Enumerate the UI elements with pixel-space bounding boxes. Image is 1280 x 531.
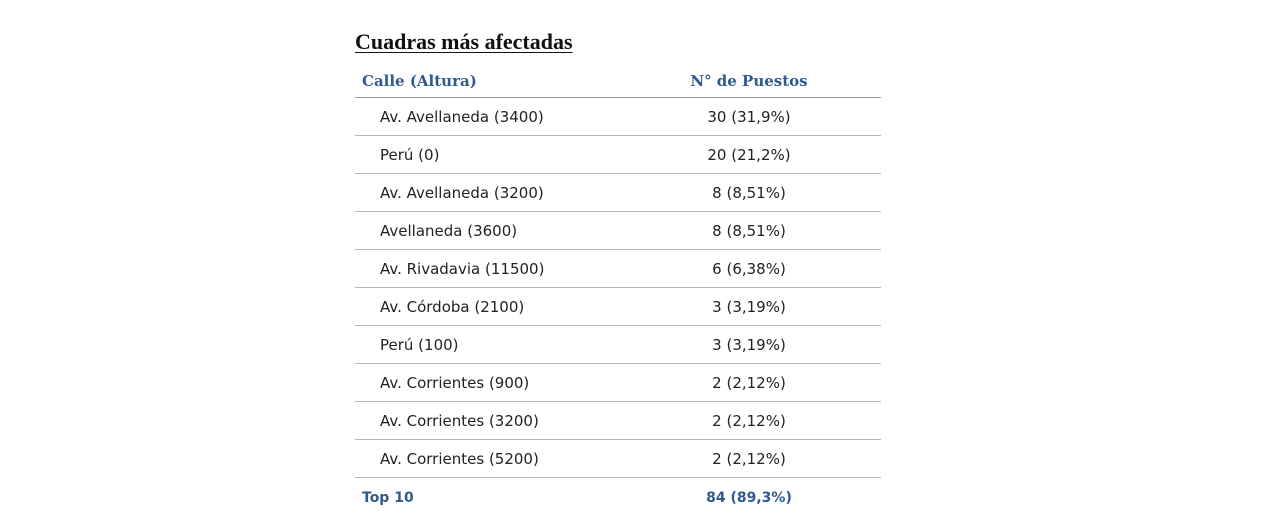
table-row: Perú (0) 20 (21,2%)	[355, 135, 881, 174]
cell-calle: Perú (100)	[355, 325, 617, 364]
affected-blocks-table: Calle (Altura) N° de Puestos Av. Avellan…	[355, 64, 881, 518]
column-header-puestos: N° de Puestos	[617, 64, 881, 98]
table-section: Cuadras más afectadas Calle (Altura) N° …	[355, 28, 881, 518]
cell-calle: Av. Rivadavia (11500)	[355, 249, 617, 288]
cell-puestos: 2 (2,12%)	[617, 439, 881, 478]
cell-calle: Av. Corrientes (3200)	[355, 401, 617, 440]
total-value: 84 (89,3%)	[706, 490, 792, 506]
cell-calle: Avellaneda (3600)	[355, 211, 617, 250]
total-label: Top 10	[362, 490, 414, 506]
column-header-calle: Calle (Altura)	[355, 64, 617, 98]
cell-puestos: 8 (8,51%)	[617, 173, 881, 212]
table-row: Avellaneda (3600) 8 (8,51%)	[355, 211, 881, 250]
table-row: Av. Córdoba (2100) 3 (3,19%)	[355, 287, 881, 326]
table-row: Av. Avellaneda (3400) 30 (31,9%)	[355, 97, 881, 136]
cell-puestos: 8 (8,51%)	[617, 211, 881, 250]
cell-puestos: 2 (2,12%)	[617, 401, 881, 440]
cell-puestos: 30 (31,9%)	[617, 97, 881, 136]
cell-calle: Perú (0)	[355, 135, 617, 174]
cell-calle: Av. Córdoba (2100)	[355, 287, 617, 326]
cell-calle: Av. Avellaneda (3200)	[355, 173, 617, 212]
cell-calle: Av. Corrientes (5200)	[355, 439, 617, 478]
table-row: Av. Corrientes (3200) 2 (2,12%)	[355, 401, 881, 440]
page-title: Cuadras más afectadas	[355, 29, 573, 54]
cell-calle: Av. Corrientes (900)	[355, 363, 617, 402]
cell-puestos: 3 (3,19%)	[617, 287, 881, 326]
cell-puestos: 2 (2,12%)	[617, 363, 881, 402]
table-row: Perú (100) 3 (3,19%)	[355, 325, 881, 364]
table-row: Av. Corrientes (900) 2 (2,12%)	[355, 363, 881, 402]
cell-puestos: 20 (21,2%)	[617, 135, 881, 174]
cell-puestos: 6 (6,38%)	[617, 249, 881, 288]
table-row: Av. Avellaneda (3200) 8 (8,51%)	[355, 173, 881, 212]
cell-calle: Av. Avellaneda (3400)	[355, 97, 617, 136]
table-row: Av. Rivadavia (11500) 6 (6,38%)	[355, 249, 881, 288]
table-total-row: Top 10 84 (89,3%)	[355, 478, 881, 519]
table-row: Av. Corrientes (5200) 2 (2,12%)	[355, 439, 881, 478]
table-header-row: Calle (Altura) N° de Puestos	[355, 64, 881, 98]
cell-puestos: 3 (3,19%)	[617, 325, 881, 364]
